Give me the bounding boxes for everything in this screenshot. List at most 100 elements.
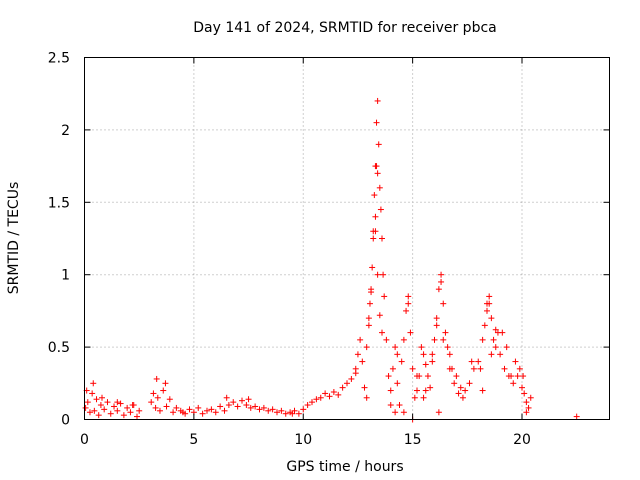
data-point [101, 406, 108, 413]
data-point [377, 206, 384, 213]
data-point [366, 300, 373, 307]
data-point [398, 358, 405, 365]
plot-frame [84, 57, 610, 420]
y-axis-label: SRMTID / TECUs [6, 182, 22, 295]
data-point [124, 404, 131, 411]
data-point [247, 404, 254, 411]
data-point [429, 351, 436, 358]
data-point [508, 373, 515, 380]
data-point [422, 387, 429, 394]
x-tick-label: 5 [189, 432, 198, 448]
data-point [486, 293, 493, 300]
data-point [459, 394, 466, 401]
data-point [418, 344, 425, 351]
data-point [368, 289, 375, 296]
data-point [379, 235, 385, 242]
data-point [129, 402, 136, 409]
data-point [387, 402, 394, 409]
data-point [427, 384, 434, 391]
data-point [309, 399, 315, 406]
data-point [455, 390, 462, 397]
data-point [481, 322, 488, 329]
data-point [163, 403, 170, 410]
data-point [477, 365, 484, 372]
data-point [492, 344, 499, 351]
data-point [313, 396, 320, 403]
data-point [317, 394, 324, 401]
data-point [414, 387, 420, 394]
y-tick-label: 0.5 [48, 340, 70, 356]
data-point [484, 307, 490, 314]
x-tick-label: 20 [513, 432, 531, 448]
data-point [490, 336, 497, 343]
data-point [431, 336, 438, 343]
data-point [243, 402, 250, 409]
data-point [371, 192, 378, 199]
data-point [354, 351, 361, 358]
axis-ticks: 0 5 10 15 20 0 0.5 1 1.5 2 2.5 [48, 51, 610, 448]
data-point [363, 394, 370, 401]
data-point [339, 384, 346, 391]
data-point [499, 329, 506, 336]
data-point [348, 375, 355, 382]
data-point [84, 399, 91, 406]
data-point [93, 396, 100, 403]
data-point [409, 365, 416, 372]
data-point [527, 394, 534, 401]
data-point [435, 409, 442, 416]
data-point [104, 399, 111, 406]
data-point [486, 300, 493, 307]
data-point [269, 406, 276, 413]
data-point [221, 407, 228, 414]
data-point [154, 394, 161, 401]
data-point [153, 375, 160, 382]
data-point [111, 403, 118, 410]
data-point [435, 286, 442, 293]
data-point [265, 407, 272, 414]
data-point [573, 413, 580, 420]
data-point [468, 358, 475, 365]
data-point [156, 407, 163, 414]
data-point [389, 365, 396, 372]
data-point [322, 390, 329, 397]
data-point [394, 380, 401, 387]
data-point [120, 412, 127, 419]
data-point [433, 322, 440, 329]
data-point [173, 404, 180, 411]
data-point [383, 336, 390, 343]
data-point [204, 407, 210, 414]
x-tick-label: 0 [80, 432, 89, 448]
data-point [160, 387, 167, 394]
data-point [400, 336, 407, 343]
data-point [114, 407, 121, 414]
data-point [252, 403, 259, 410]
data-point [357, 336, 364, 343]
data-point [148, 399, 155, 406]
x-tick-label: 15 [404, 432, 422, 448]
data-point [363, 344, 370, 351]
data-point [405, 293, 412, 300]
data-points [82, 97, 580, 423]
data-point [411, 394, 418, 401]
data-point [225, 402, 232, 409]
data-point [134, 413, 140, 420]
data-point [289, 410, 296, 417]
data-point [392, 409, 399, 416]
data-point [385, 373, 392, 380]
data-point [457, 384, 464, 391]
data-point [369, 264, 376, 271]
data-point [282, 410, 289, 417]
data-point [379, 329, 385, 336]
data-point [510, 380, 517, 387]
data-point [117, 400, 124, 407]
data-point [470, 365, 477, 372]
data-point [374, 97, 381, 104]
data-point [365, 322, 372, 329]
data-point [523, 409, 530, 416]
data-point [166, 396, 173, 403]
data-point [488, 351, 495, 358]
data-point [405, 300, 412, 307]
data-point [462, 387, 469, 394]
data-point [440, 336, 447, 343]
data-point [512, 358, 519, 365]
